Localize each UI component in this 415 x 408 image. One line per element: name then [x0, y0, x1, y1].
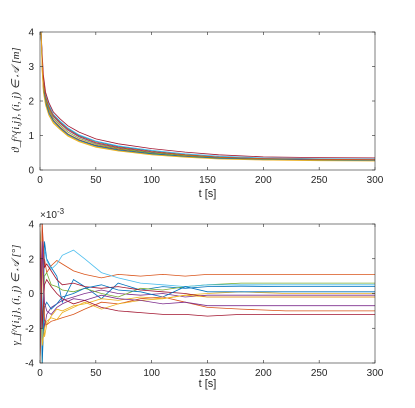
top-chart: 0 50 100 150 200 250 300 0 1 2 3 4 t [s] ϑ_f^{i,j}, (… [10, 28, 384, 201]
series-line-11 [40, 241, 375, 329]
series-line-8 [40, 224, 375, 363]
x-tick-label: 200 [255, 368, 272, 379]
x-tick-label: 250 [311, 175, 328, 186]
series-line-5 [40, 224, 375, 355]
x-tick-label: 0 [37, 368, 43, 379]
y-tick-label: 2 [28, 254, 34, 265]
series-line-0 [40, 224, 375, 329]
y-tick-label: 3 [28, 62, 34, 73]
x-tick-label: 150 [199, 175, 216, 186]
bottom-chart: 0 50 100 150 200 250 300 -4 -2 0 2 4 ×10-3 t [s] γ_f^{… [10, 207, 384, 390]
y-tick-label: 4 [28, 220, 34, 231]
y-axis-label: γ_f^{i,j}, (i, j) ∈ 𝒜 [°] [10, 245, 22, 346]
x-tick-label: 150 [199, 368, 216, 379]
y-tick-label: 1 [28, 131, 34, 142]
y-exponent-label: ×10-3 [40, 207, 65, 221]
series-line-9 [40, 224, 375, 346]
series-line-10 [40, 241, 375, 346]
x-tick-label: 300 [367, 368, 384, 379]
x-tick-label: 300 [367, 175, 384, 186]
series-line-4 [40, 241, 375, 363]
y-tick-label: 4 [28, 28, 34, 39]
y-axis-label: ϑ_f^{i,j}, (i, j) ∈ 𝒜 [m] [10, 47, 22, 152]
y-tick-label: 0 [28, 166, 34, 177]
y-tick-label: -2 [25, 324, 34, 335]
x-tick-label: 200 [255, 175, 272, 186]
x-axis-label: t [s] [199, 378, 217, 390]
series-group [40, 32, 375, 162]
axes-box [39, 31, 376, 171]
y-tick-label: -4 [25, 359, 34, 370]
x-tick-label: 50 [90, 175, 102, 186]
x-tick-label: 50 [90, 368, 102, 379]
series-line-7 [40, 224, 375, 363]
x-tick-label: 100 [143, 175, 160, 186]
series-line-3 [40, 32, 375, 161]
y-tick-label: 0 [28, 289, 34, 300]
series-line-3 [40, 241, 375, 363]
x-tick-label: 0 [37, 175, 43, 186]
series-line-8 [40, 32, 375, 161]
series-group [40, 224, 375, 363]
x-tick-label: 100 [143, 368, 160, 379]
x-axis-label: t [s] [199, 188, 217, 200]
series-line-9 [40, 32, 375, 162]
y-tick-label: 2 [28, 97, 34, 108]
x-tick-label: 250 [311, 368, 328, 379]
